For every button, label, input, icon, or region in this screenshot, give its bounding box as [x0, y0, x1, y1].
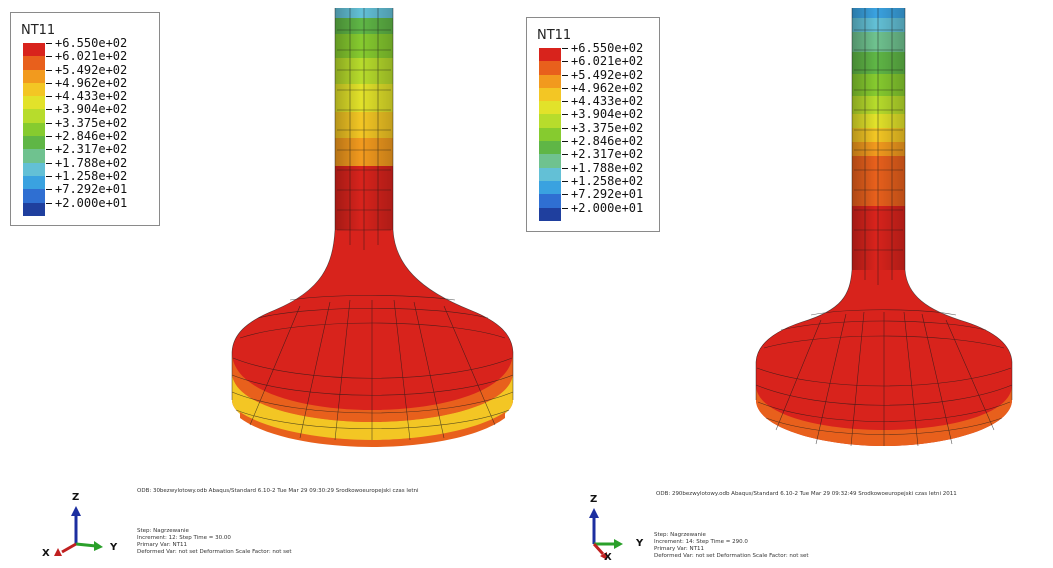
legend-swatch [23, 56, 45, 70]
legend-label: +2.317e+02 [55, 142, 128, 157]
y-axis-label: Y [636, 538, 644, 549]
legend-label: +4.433e+02 [55, 89, 128, 104]
legend-label: +2.846e+02 [571, 134, 644, 149]
legend-label: +3.375e+02 [55, 115, 128, 130]
legend-swatch [539, 180, 561, 195]
legend-swatch [539, 114, 561, 128]
legend-swatch [539, 48, 561, 62]
legend-label: +2.846e+02 [55, 129, 128, 144]
axis-triad: Z Y X [40, 492, 130, 562]
legend-label: +1.788e+02 [55, 155, 128, 170]
axis-triad: Z Y X [578, 494, 658, 564]
legend-label: +2.317e+02 [571, 147, 644, 162]
legend-swatch [23, 109, 45, 123]
x-axis-label: X [42, 548, 50, 559]
legend-swatch [23, 96, 45, 110]
increment-line: Increment: 14: Step Time = 290.0 [654, 539, 748, 545]
legend-label: +6.550e+02 [571, 41, 644, 55]
legend-swatch [539, 74, 561, 88]
valve-contour-plot [755, 8, 1013, 447]
legend-swatch [23, 43, 45, 57]
legend-label: +4.962e+02 [571, 80, 644, 95]
legend-label: +2.000e+01 [55, 195, 128, 210]
legend-swatch [539, 127, 561, 142]
valve-contour-plot [231, 8, 514, 447]
legend-swatch [23, 175, 45, 190]
legend-swatch [539, 101, 561, 115]
legend-swatch [23, 189, 45, 203]
legend-swatch [23, 149, 45, 163]
legend-swatch [23, 136, 45, 150]
deformed-var-line: Deformed Var: not set Deformation Scale … [137, 549, 292, 555]
result-viewport-30s: NT11 +6.550e+02 +6.021e+02 +5.492e+02 +4… [0, 0, 526, 566]
legend-label: +5.492e+02 [571, 67, 644, 82]
legend-swatch [539, 207, 561, 221]
legend-label: +2.000e+01 [571, 200, 644, 215]
primary-var-line: Primary Var: NT11 [137, 542, 187, 548]
legend-label: +7.292e+01 [55, 182, 128, 197]
deformed-var-line: Deformed Var: not set Deformation Scale … [654, 553, 809, 559]
odb-info-line: ODB: 290bezwylotowy.odb Abaqus/Standard … [656, 491, 957, 498]
odb-line: ODB: 290bezwylotowy.odb Abaqus/Standard … [656, 491, 957, 497]
legend-label: +3.904e+02 [55, 102, 128, 117]
legend-label: +5.492e+02 [55, 62, 128, 77]
increment-line: Increment: 12: Step Time = 30.00 [137, 535, 231, 541]
y-axis-label: Y [110, 542, 118, 553]
legend-label: +6.550e+02 [55, 36, 128, 50]
legend-swatch [23, 162, 45, 176]
legend-label: +1.258e+02 [55, 168, 128, 183]
odb-line: ODB: 30bezwylotowy.odb Abaqus/Standard 6… [137, 488, 419, 494]
temperature-legend: NT11 +6.550e+02 +6.021e+02 +5.492e+02 +4… [10, 12, 160, 226]
legend-label: +7.292e+01 [571, 187, 644, 202]
legend-label: +4.433e+02 [571, 94, 644, 109]
legend-label: +3.904e+02 [571, 107, 644, 122]
primary-var-line: Primary Var: NT11 [654, 546, 704, 552]
step-line: Step: Nagrzewanie [654, 532, 706, 538]
legend-swatch [23, 202, 45, 216]
legend-label: +6.021e+02 [571, 54, 644, 69]
step-info-block: Step: Nagrzewanie Increment: 12: Step Ti… [137, 528, 292, 556]
x-axis-label: X [604, 552, 612, 563]
odb-info-line: ODB: 30bezwylotowy.odb Abaqus/Standard 6… [137, 488, 419, 495]
legend-label: +4.962e+02 [55, 75, 128, 90]
legend-label: +1.258e+02 [571, 173, 644, 188]
legend-label: +3.375e+02 [571, 120, 644, 135]
legend-swatch [539, 167, 561, 181]
legend-swatch [539, 61, 561, 75]
legend-swatch [539, 154, 561, 168]
legend-label: +6.021e+02 [55, 49, 128, 64]
temperature-legend: NT11 +6.550e+02 +6.021e+02 +5.492e+02 +4… [526, 17, 660, 232]
legend-swatch [539, 194, 561, 208]
axis-triad-icon [54, 506, 103, 556]
legend-swatch [539, 87, 561, 102]
axis-triad-icon [589, 508, 623, 560]
z-axis-label: Z [72, 492, 80, 503]
legend-title: NT11 [21, 23, 56, 38]
legend-swatch [23, 122, 45, 137]
legend-swatch [539, 141, 561, 155]
step-info-block: Step: Nagrzewanie Increment: 14: Step Ti… [654, 532, 809, 560]
result-viewport-290s: NT11 +6.550e+02 +6.021e+02 +5.492e+02 +4… [526, 0, 1053, 566]
legend-title: NT11 [537, 28, 572, 43]
legend-label: +1.788e+02 [571, 160, 644, 175]
step-line: Step: Nagrzewanie [137, 528, 189, 534]
legend-swatch [23, 82, 45, 97]
legend-swatch [23, 69, 45, 83]
z-axis-label: Z [590, 494, 598, 505]
